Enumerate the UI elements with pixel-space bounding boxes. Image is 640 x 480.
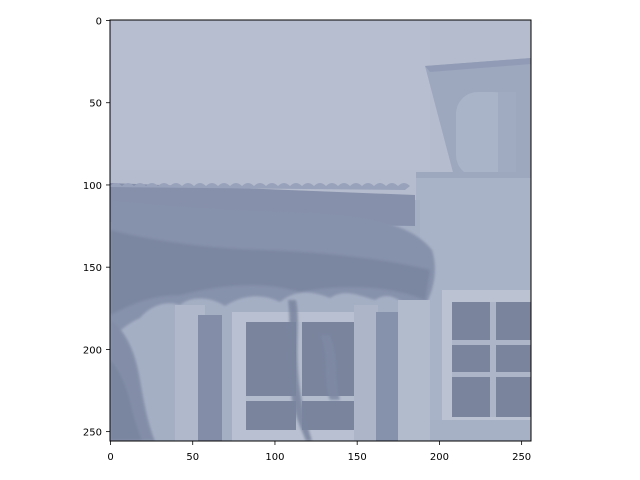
x-tick-label: 0: [107, 452, 113, 463]
x-axis: 0 50 100 150 200 250: [107, 441, 531, 463]
x-tick-label: 200: [430, 452, 449, 463]
foliage: [110, 200, 435, 441]
axes-frame: [109, 19, 532, 442]
photo-building: [110, 20, 531, 441]
y-tick-label: 150: [83, 263, 102, 274]
tower-building: [416, 58, 531, 441]
sky-highlight: [110, 20, 430, 170]
x-tick-label: 150: [348, 452, 367, 463]
y-axis: 0 50 100 150 200 250: [83, 17, 110, 439]
x-tick-label: 50: [186, 452, 199, 463]
y-tick-label: 200: [83, 345, 102, 356]
foliage-tendrils: [288, 300, 340, 441]
y-tick-label: 50: [89, 99, 102, 110]
y-tick-label: 100: [83, 181, 102, 192]
x-tick-label: 100: [265, 452, 284, 463]
y-tick-label: 250: [83, 428, 102, 439]
y-tick-label: 0: [96, 17, 102, 28]
x-tick-label: 250: [512, 452, 531, 463]
